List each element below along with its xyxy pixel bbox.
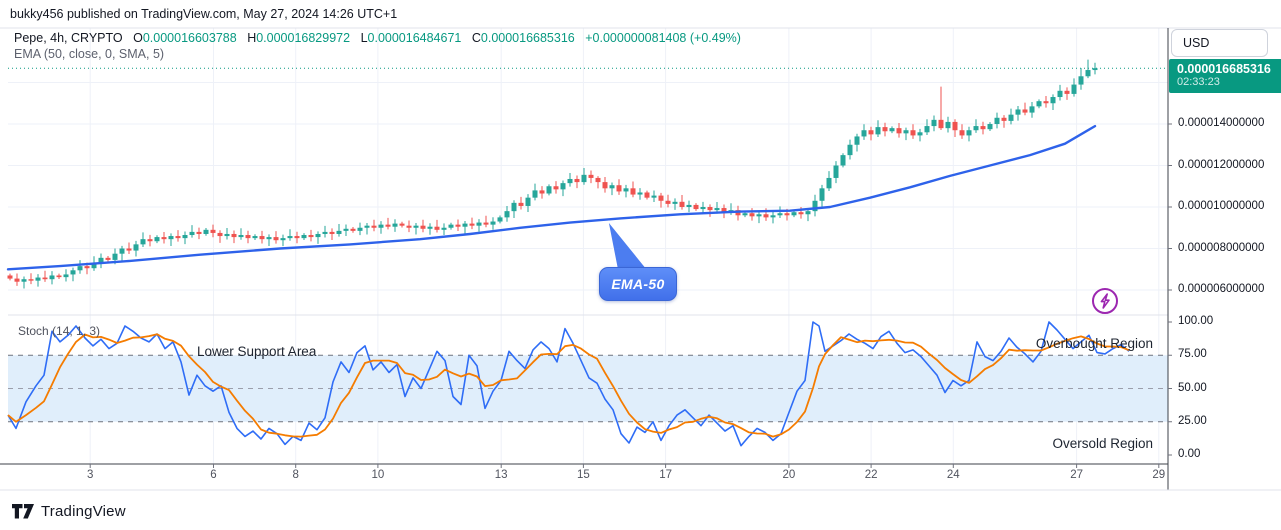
price-axis[interactable]: 0.000014000000 0.000012000000 0.0000100000… <box>1168 0 1281 490</box>
tradingview-wordmark: TradingView <box>41 503 126 520</box>
price-axis-label: 0.000012000000 <box>1178 158 1265 171</box>
current-price-value: 0.000016685316 <box>1177 62 1271 76</box>
tradingview-glyph <box>12 504 34 519</box>
current-price-badge[interactable]: 0.000016685316 02:33:23 <box>1169 59 1281 93</box>
stoch-axis-label: 75.00 <box>1178 348 1207 361</box>
tradingview-logo[interactable]: TradingView <box>12 503 126 520</box>
stoch-d-line <box>7 333 1130 438</box>
close-label: C <box>471 31 481 45</box>
axis-ticks <box>89 123 1172 468</box>
open-label: O <box>133 31 143 45</box>
time-axis-label: 15 <box>576 469 590 481</box>
symbol-legend[interactable]: Pepe, 4h, CRYPTO O0.000016603788 H0.0000… <box>14 31 741 45</box>
ema50-line <box>6 124 1097 271</box>
time-axis-label: 8 <box>292 469 299 481</box>
symbol-title: Pepe, 4h, CRYPTO <box>14 31 123 45</box>
price-axis-label: 0.000014000000 <box>1178 117 1265 129</box>
time-axis-label: 10 <box>371 469 385 481</box>
change-value: +0.000000081408 (+0.49%) <box>585 31 741 45</box>
time-axis-label: 17 <box>659 469 672 481</box>
countdown-timer: 02:33:23 <box>1177 76 1220 88</box>
close-value: 0.000016685316 <box>480 31 575 45</box>
stoch-legend[interactable]: Stoch (14, 1, 3) <box>18 324 101 338</box>
high-label: H <box>247 31 257 45</box>
ema50-callout-tail <box>607 220 647 273</box>
oversold-annotation[interactable]: Oversold Region <box>1052 436 1153 451</box>
lower-support-annotation[interactable]: Lower Support Area <box>197 344 317 359</box>
ema50-callout[interactable]: EMA-50 <box>599 267 677 301</box>
time-axis-label: 6 <box>210 469 217 481</box>
time-axis-label: 27 <box>1070 469 1083 481</box>
low-value: 0.000016484671 <box>367 31 462 45</box>
price-axis-label: 0.000006000000 <box>1178 283 1265 295</box>
time-axis-label: 13 <box>494 469 508 481</box>
overbought-annotation[interactable]: Overbought Region <box>1035 336 1153 351</box>
time-axis-label: 3 <box>86 469 94 481</box>
lightning-icon[interactable] <box>1092 288 1118 314</box>
price-axis-label: 0.000008000000 <box>1178 241 1265 254</box>
open-value: 0.000016603788 <box>142 31 237 45</box>
publication-caption: bukky456 published on TradingView.com, M… <box>10 7 398 21</box>
stoch-axis-label: 50.00 <box>1178 381 1207 394</box>
price-axis-label: 0.000010000000 <box>1178 200 1265 212</box>
time-axis-label: 29 <box>1152 469 1166 481</box>
stoch-axis-label: 0.00 <box>1178 448 1201 460</box>
stoch-k-line <box>7 321 1130 447</box>
time-axis[interactable]: 3 6 8 10 13 15 17 20 22 24 27 29 <box>0 466 1168 488</box>
stoch-axis-label: 25.00 <box>1178 414 1207 427</box>
stoch-axis-label: 100.00 <box>1178 315 1214 327</box>
time-axis-label: 24 <box>946 469 960 481</box>
low-label: L <box>360 31 368 45</box>
time-axis-label: 20 <box>782 469 796 481</box>
candles-layer <box>7 59 1098 289</box>
high-value: 0.000016829972 <box>256 31 351 45</box>
ema-legend[interactable]: EMA (50, close, 0, SMA, 5) <box>14 47 165 61</box>
lightning-bolt-glyph <box>1100 293 1110 309</box>
currency-button[interactable]: USD <box>1171 29 1268 57</box>
time-axis-label: 22 <box>864 469 878 481</box>
